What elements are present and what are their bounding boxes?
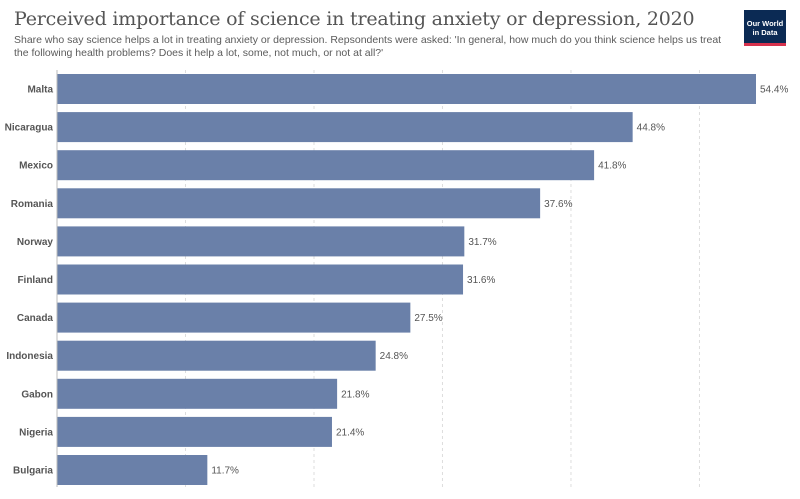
category-label: Indonesia bbox=[6, 351, 53, 362]
category-label: Bulgaria bbox=[13, 466, 53, 477]
value-label: 41.8% bbox=[598, 161, 626, 172]
value-label: 11.7% bbox=[211, 466, 239, 477]
bar bbox=[57, 302, 411, 333]
category-label: Norway bbox=[17, 237, 54, 248]
category-label: Nigeria bbox=[19, 427, 53, 438]
category-label: Mexico bbox=[19, 161, 53, 172]
bar bbox=[57, 416, 332, 447]
chart-title: Perceived importance of science in treat… bbox=[14, 8, 695, 30]
logo-line-1: Our World bbox=[746, 19, 784, 28]
category-label: Nicaragua bbox=[5, 123, 54, 134]
owid-logo[interactable]: Our World in Data bbox=[744, 10, 786, 46]
value-label: 44.8% bbox=[637, 123, 665, 134]
bar bbox=[57, 340, 376, 371]
category-label: Romania bbox=[11, 199, 54, 210]
bar bbox=[57, 112, 633, 143]
category-label: Canada bbox=[17, 313, 54, 324]
bar bbox=[57, 188, 541, 219]
value-label: 27.5% bbox=[414, 313, 442, 324]
value-label: 31.7% bbox=[468, 237, 496, 248]
logo-accent-bar bbox=[744, 43, 786, 46]
category-label: Malta bbox=[27, 85, 53, 96]
bar bbox=[57, 74, 756, 104]
chart-subtitle: Share who say science helps a lot in tre… bbox=[14, 34, 722, 59]
category-label: Finland bbox=[17, 275, 53, 286]
bar bbox=[57, 150, 595, 181]
value-label: 21.8% bbox=[341, 389, 369, 400]
value-label: 21.4% bbox=[336, 427, 364, 438]
value-label: 54.4% bbox=[760, 85, 788, 96]
value-label: 31.6% bbox=[467, 275, 495, 286]
bar bbox=[57, 378, 338, 409]
bar bbox=[57, 264, 464, 295]
logo-line-2: in Data bbox=[752, 28, 778, 37]
bar bbox=[57, 455, 208, 485]
bar bbox=[57, 226, 465, 257]
value-label: 37.6% bbox=[544, 199, 572, 210]
value-label: 24.8% bbox=[380, 351, 408, 362]
category-label: Gabon bbox=[21, 389, 53, 400]
